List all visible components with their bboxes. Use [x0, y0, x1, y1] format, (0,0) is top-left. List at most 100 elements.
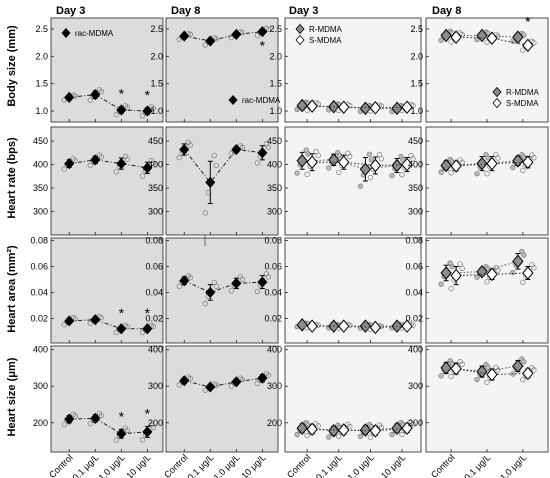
replicate-dot [98, 154, 104, 160]
replicate-dot [211, 152, 217, 159]
replicate-dot [187, 375, 193, 382]
s-mdma-mean-marker [306, 422, 318, 437]
x-group-label: 1.0 μg/L [212, 452, 242, 478]
replicate-dot [495, 367, 501, 373]
replicate-dot [520, 47, 526, 53]
series-line [302, 159, 398, 170]
panel-grid: 1.01.52.02.5* *1.01.52.02.5*1.01.52.02.51… [30, 13, 549, 453]
s-mdma-mean-marker [338, 319, 350, 333]
significance-star: * [145, 405, 151, 421]
r-mdma-mean-marker [296, 421, 308, 436]
replicate-dot [378, 156, 385, 162]
replicate-dot [124, 104, 130, 110]
panel-r3-c3: 0.02 0.04 0.06 0.08 [264, 236, 422, 344]
replicate-dot [202, 210, 208, 216]
replicate-dot [113, 169, 119, 175]
rac-mdma-mean-marker [142, 323, 153, 335]
replicate-dot [326, 434, 332, 440]
replicate-dot [438, 373, 444, 379]
replicate-dot [265, 144, 272, 150]
y-tick-label: 450 [408, 136, 423, 146]
legend-r-label-col3: R-MDMA [309, 25, 343, 34]
r-mdma-mean-marker [512, 154, 524, 168]
replicate-dot [485, 155, 491, 161]
r-mdma-mean-marker [296, 154, 308, 168]
s-mdma-mean-marker [450, 268, 462, 283]
replicate-dot [367, 434, 374, 440]
replicate-dot [202, 300, 208, 307]
r-mdma-mean-marker [296, 98, 308, 113]
rac-mdma-mean-marker [231, 28, 242, 41]
r-mdma-mean-marker [512, 254, 524, 269]
replicate-dot [124, 324, 130, 330]
x-group-label: 0.1 μg/L [462, 452, 492, 478]
replicate-dot [315, 423, 321, 429]
panel-frame [425, 345, 549, 453]
series-line [183, 149, 263, 184]
replicate-dot [531, 265, 537, 271]
rac-mdma-mean-marker [205, 176, 216, 189]
rac-mdma-mean-marker [142, 105, 153, 117]
y-tick-label: 0.02 [30, 313, 48, 323]
replicate-dot [484, 39, 490, 45]
y-tick-label: 300 [33, 207, 48, 217]
y-tick-label: 0.08 [145, 236, 163, 246]
replicate-dot [485, 364, 491, 370]
replicate-dot [98, 412, 104, 419]
replicate-dot [303, 147, 309, 153]
s-mdma-mean-marker [306, 99, 318, 113]
x-group-label: 0.1 μg/L [70, 452, 100, 478]
replicate-dot [336, 433, 342, 440]
rac-mdma-mean-marker [90, 412, 101, 424]
panel-frame [50, 345, 164, 453]
r-mdma-mean-marker [440, 28, 452, 43]
series-line [184, 31, 263, 42]
replicate-dot [187, 142, 193, 148]
rac-mdma-mean-marker [116, 428, 127, 440]
replicate-dot [213, 283, 219, 289]
rac-mdma-mean-marker [257, 276, 268, 288]
r-mdma-mean-marker [512, 359, 524, 373]
r-mdma-mean-marker [391, 158, 403, 173]
replicate-dot [239, 376, 245, 383]
replicate-dot [254, 32, 261, 39]
replicate-dot [448, 39, 454, 45]
replicate-dot [304, 171, 310, 178]
replicate-dot [254, 160, 261, 166]
y-tick-label: 2.5 [269, 24, 282, 34]
replicate-dot [378, 424, 385, 430]
x-group-label: 0.1 μg/L [314, 452, 344, 478]
rac-mdma-mean-marker [231, 143, 242, 156]
y-tick-label: 0.04 [264, 287, 282, 297]
s-mdma-mean-marker [338, 155, 350, 169]
replicate-dot [484, 279, 490, 285]
s-mdma-mean-marker [522, 38, 534, 53]
rac-mdma-mean-marker [257, 372, 268, 384]
replicate-dot [176, 283, 182, 290]
legends: rac-MDMA rac-MDMA R-MDMA S-MDMA R-MDMA S-MDMA [61, 23, 540, 109]
replicate-dot [474, 171, 480, 177]
panel-r2-c3: 300 350 400 450 [267, 126, 422, 236]
replicate-dot [187, 31, 193, 37]
y-tick-label: 200 [267, 418, 282, 428]
rac-mdma-mean-marker [205, 286, 216, 299]
replicate-dot [98, 314, 104, 321]
replicate-dot [520, 377, 526, 383]
s-mdma-mean-marker [369, 158, 382, 173]
rac-mdma-mean-marker [90, 89, 101, 101]
r-mdma-mean-marker [359, 162, 372, 177]
replicate-dot [510, 269, 516, 276]
replicate-dot [304, 107, 310, 113]
ylabel-body-size: Body size (mm) [6, 25, 18, 107]
x-group-label: 10 μg/L [379, 452, 407, 478]
y-tick-label: 2.0 [35, 51, 48, 61]
y-tick-label: 450 [267, 136, 282, 146]
panel-r1-c4: 1.0 1.5 2.0 2.5 * [410, 13, 549, 123]
ylabel-heart-area: Heart area (mm²) [6, 245, 18, 333]
legend-r-label-col4: R-MDMA [506, 88, 540, 97]
y-tick-label: 0.04 [405, 287, 423, 297]
y-tick-label: 450 [33, 136, 48, 146]
r-mdma-mean-marker [391, 421, 403, 436]
rac-mdma-mean-marker [179, 275, 190, 287]
